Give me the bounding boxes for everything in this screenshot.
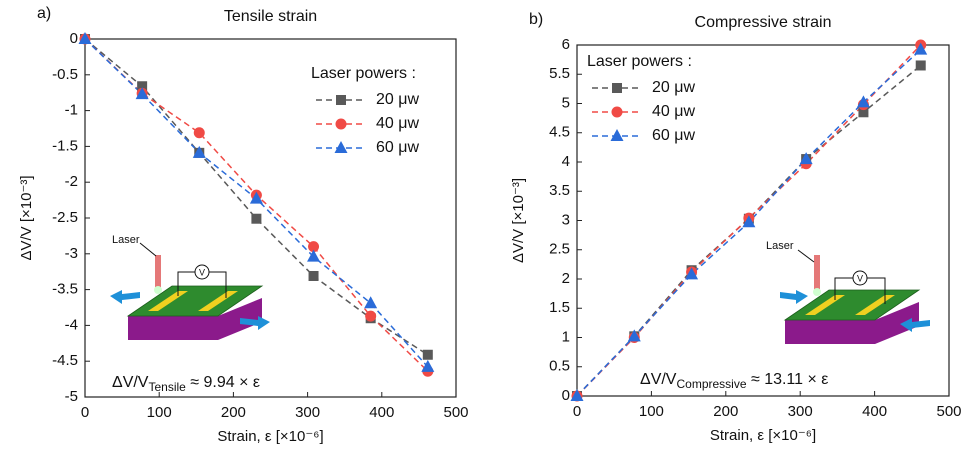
series-line [576, 64, 922, 397]
y-tick-label: 3 [562, 211, 570, 228]
y-tick-label: -1 [65, 102, 78, 119]
y-tick-label: -3 [65, 245, 78, 262]
equation-sub: Tensile [148, 380, 186, 394]
y-tick-label: 5 [562, 94, 570, 111]
chart-title: Compressive strain [695, 14, 832, 31]
chart-title: Tensile strain [224, 8, 317, 25]
y-tick-label: 1.5 [549, 299, 570, 316]
legend-title: Laser powers : [311, 65, 416, 82]
equation-sub: Compressive [676, 377, 746, 391]
legend-label: 20 μw [652, 79, 695, 96]
marker [914, 42, 928, 55]
y-axis-label: ΔV/V [×10⁻³] [510, 178, 527, 263]
x-tick-label: 500 [443, 404, 468, 421]
y-tick-label: 4 [562, 153, 570, 170]
equation-main: ΔV/V [112, 374, 149, 391]
y-tick-label: 3.5 [549, 182, 570, 199]
inset-label: Laser [766, 240, 794, 252]
panel-label: b) [529, 11, 543, 28]
marker [251, 213, 262, 224]
legend-marker [612, 83, 622, 93]
legend-label: 60 μw [376, 139, 419, 156]
inset-label: Laser [112, 234, 140, 246]
y-tick-label: 0 [562, 387, 570, 404]
x-tick-label: 200 [713, 403, 738, 420]
x-tick-label: 100 [147, 404, 172, 421]
marker [856, 95, 870, 108]
y-tick-label: 2 [562, 270, 570, 287]
plot-frame [576, 44, 950, 397]
marker [249, 191, 263, 204]
legend-label: 20 μw [376, 91, 419, 108]
y-tick-label: 6 [562, 36, 570, 53]
legend-title: Laser powers : [587, 53, 692, 70]
device-inset [110, 242, 270, 340]
y-tick-label: -4.5 [52, 352, 78, 369]
y-tick-label: -0.5 [52, 66, 78, 83]
equation-main: ΔV/V [640, 371, 677, 388]
marker [742, 215, 756, 228]
y-axis-label: ΔV/V [×10⁻³] [18, 175, 35, 260]
x-axis-label: Strain, ε [×10⁻⁶] [710, 427, 816, 444]
legend-marker [610, 129, 624, 141]
legend-marker [611, 106, 623, 118]
x-axis-label: Strain, ε [×10⁻⁶] [217, 428, 323, 445]
marker [135, 87, 149, 100]
equation-rest: ≈ 9.94 × ε [186, 374, 260, 391]
x-tick-label: 300 [295, 404, 320, 421]
marker [307, 249, 321, 262]
legend-marker [336, 95, 346, 105]
legend-marker [334, 141, 348, 153]
y-tick-label: -5 [65, 388, 78, 405]
y-tick-label: 2.5 [549, 241, 570, 258]
marker [685, 267, 699, 280]
marker [421, 359, 435, 372]
y-tick-label: -1.5 [52, 137, 78, 154]
x-tick-label: 200 [221, 404, 246, 421]
legend-marker [335, 118, 347, 130]
x-tick-label: 0 [81, 404, 89, 421]
equation: ΔV/VTensile ≈ 9.94 × ε [112, 374, 260, 394]
x-tick-label: 400 [862, 403, 887, 420]
x-tick-label: 500 [936, 403, 961, 420]
marker [570, 389, 584, 401]
y-tick-label: -2 [65, 173, 78, 190]
device-inset [780, 249, 930, 344]
marker [915, 60, 926, 71]
legend-label: 40 μw [652, 103, 695, 120]
equation-rest: ≈ 13.11 × ε [747, 371, 829, 388]
x-tick-label: 400 [369, 404, 394, 421]
marker [422, 349, 433, 360]
x-tick-label: 100 [639, 403, 664, 420]
marker [799, 152, 813, 165]
marker [137, 81, 148, 92]
y-tick-label: -3.5 [52, 281, 78, 298]
legend-label: 60 μw [652, 127, 695, 144]
y-tick-label: 1 [562, 328, 570, 345]
y-tick-label: 0 [70, 30, 78, 47]
marker [308, 270, 319, 281]
marker [78, 32, 92, 44]
y-tick-label: 0.5 [549, 358, 570, 375]
marker [193, 127, 205, 139]
voltmeter-label: V [857, 273, 863, 283]
marker [858, 107, 869, 118]
marker [192, 145, 206, 158]
marker [365, 310, 377, 322]
marker [627, 329, 641, 342]
panel-label: a) [37, 5, 51, 22]
x-tick-label: 300 [788, 403, 813, 420]
y-tick-label: -2.5 [52, 209, 78, 226]
y-tick-label: -4 [65, 316, 78, 333]
equation: ΔV/VCompressive ≈ 13.11 × ε [640, 371, 828, 391]
x-tick-label: 0 [573, 403, 581, 420]
y-tick-label: 5.5 [549, 65, 570, 82]
marker [364, 296, 378, 309]
voltmeter-label: V [199, 267, 205, 277]
y-tick-label: 4.5 [549, 124, 570, 141]
legend-label: 40 μw [376, 115, 419, 132]
marker [308, 241, 320, 253]
